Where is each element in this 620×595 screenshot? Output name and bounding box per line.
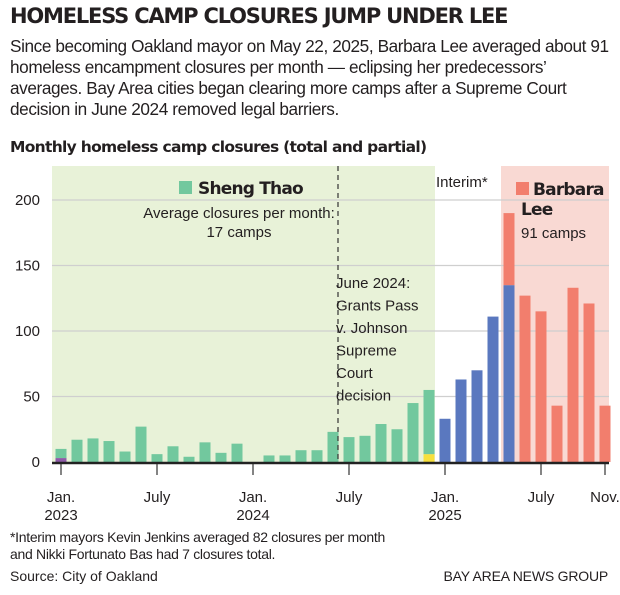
bar-segment [263,455,275,462]
y-tick-label: 50 [23,389,40,406]
event-annotation-line: v. Johnson [336,320,407,337]
bar-segment [423,454,435,462]
bar-segment [343,437,355,462]
event-annotation: June 2024: Grants Pass v. Johnson Supreme Co… [336,275,419,405]
y-tick-label: 150 [15,258,40,275]
bars [55,213,611,462]
subtitle: Since becoming Oakland mayor on May 22, … [10,36,609,119]
bar-segment [535,311,547,462]
thao-period-background [52,166,435,462]
bar-segment [135,426,147,462]
x-tick-year: 2024 [236,507,269,524]
bar-segment [471,370,483,462]
bar-segment [599,405,611,462]
bar-segment [71,439,83,462]
bar-segment [407,403,419,462]
interim-label: Interim* [436,174,488,191]
bar-segment [391,429,403,462]
bar-segment [327,431,339,462]
thao-average-value: 17 camps [206,224,271,241]
event-annotation-line: Court [336,365,374,382]
bar-segment [55,448,67,459]
bar-segment [87,438,99,462]
lee-legend-label-last: Lee [521,200,553,220]
bar-segment [503,213,515,286]
bar-segment [567,287,579,462]
bar-segment [167,446,179,462]
bar-segment [119,451,131,462]
publisher-credit: BAY AREA NEWS GROUP [443,568,608,584]
bar-segment [215,452,227,462]
event-annotation-line: Grants Pass [336,298,419,315]
chart-title: Monthly homeless camp closures (total an… [10,138,427,156]
x-tick-year: 2023 [44,507,77,524]
y-tick-label: 200 [15,192,40,209]
bar-segment [487,316,499,462]
x-tick-label: Jan. [431,489,459,506]
x-tick-label: July [144,489,171,506]
bar-segment [439,418,451,462]
thao-legend-swatch [179,181,192,194]
bar-segment [279,455,291,462]
event-annotation-line: decision [336,388,391,405]
lee-legend-label-first: Barbara [533,180,604,200]
y-tick-label: 0 [32,454,40,471]
x-tick-label: Jan. [47,489,75,506]
event-annotation-line: June 2024: [336,275,410,292]
lee-legend-swatch [516,182,529,195]
bar-segment [199,442,211,462]
y-tick-label: 100 [15,323,40,340]
headline: HOMELESS CAMP CLOSURES JUMP UNDER LEE [10,4,509,28]
x-tick-label: Nov. [590,489,620,506]
bar-segment [503,285,515,462]
bar-segment [103,441,115,462]
source-credit: Source: City of Oakland [10,568,158,584]
bar-segment [455,379,467,462]
x-tick-year: 2025 [428,507,461,524]
gridlines [52,199,609,398]
y-axis-ticks: 0 50 100 150 200 [15,192,40,471]
bar-segment [551,405,563,462]
footnote-line-1: *Interim mayors Kevin Jenkins averaged 8… [10,529,385,545]
bar-segment [183,456,195,462]
bar-segment [151,454,163,462]
lee-average-value: 91 camps [521,225,586,242]
bar-segment [55,458,67,462]
footnote: *Interim mayors Kevin Jenkins averaged 8… [10,529,385,563]
bar-segment [231,443,243,462]
bar-segment [519,295,531,462]
bar-segment [423,389,435,455]
bar-segment [295,450,307,462]
x-tick-label: July [528,489,555,506]
thao-legend-label: Sheng Thao [198,179,303,199]
bar-segment [359,435,371,462]
bar-segment [311,450,323,462]
thao-average-label: Average closures per month: [143,205,335,222]
event-annotation-line: Supreme [336,343,397,360]
footnote-line-2: and Nikki Fortunato Bas had 7 closures t… [10,546,276,562]
bar-segment [375,424,387,462]
x-tick-label: Jan. [239,489,267,506]
bar-segment [583,303,595,462]
x-tick-label: July [336,489,363,506]
